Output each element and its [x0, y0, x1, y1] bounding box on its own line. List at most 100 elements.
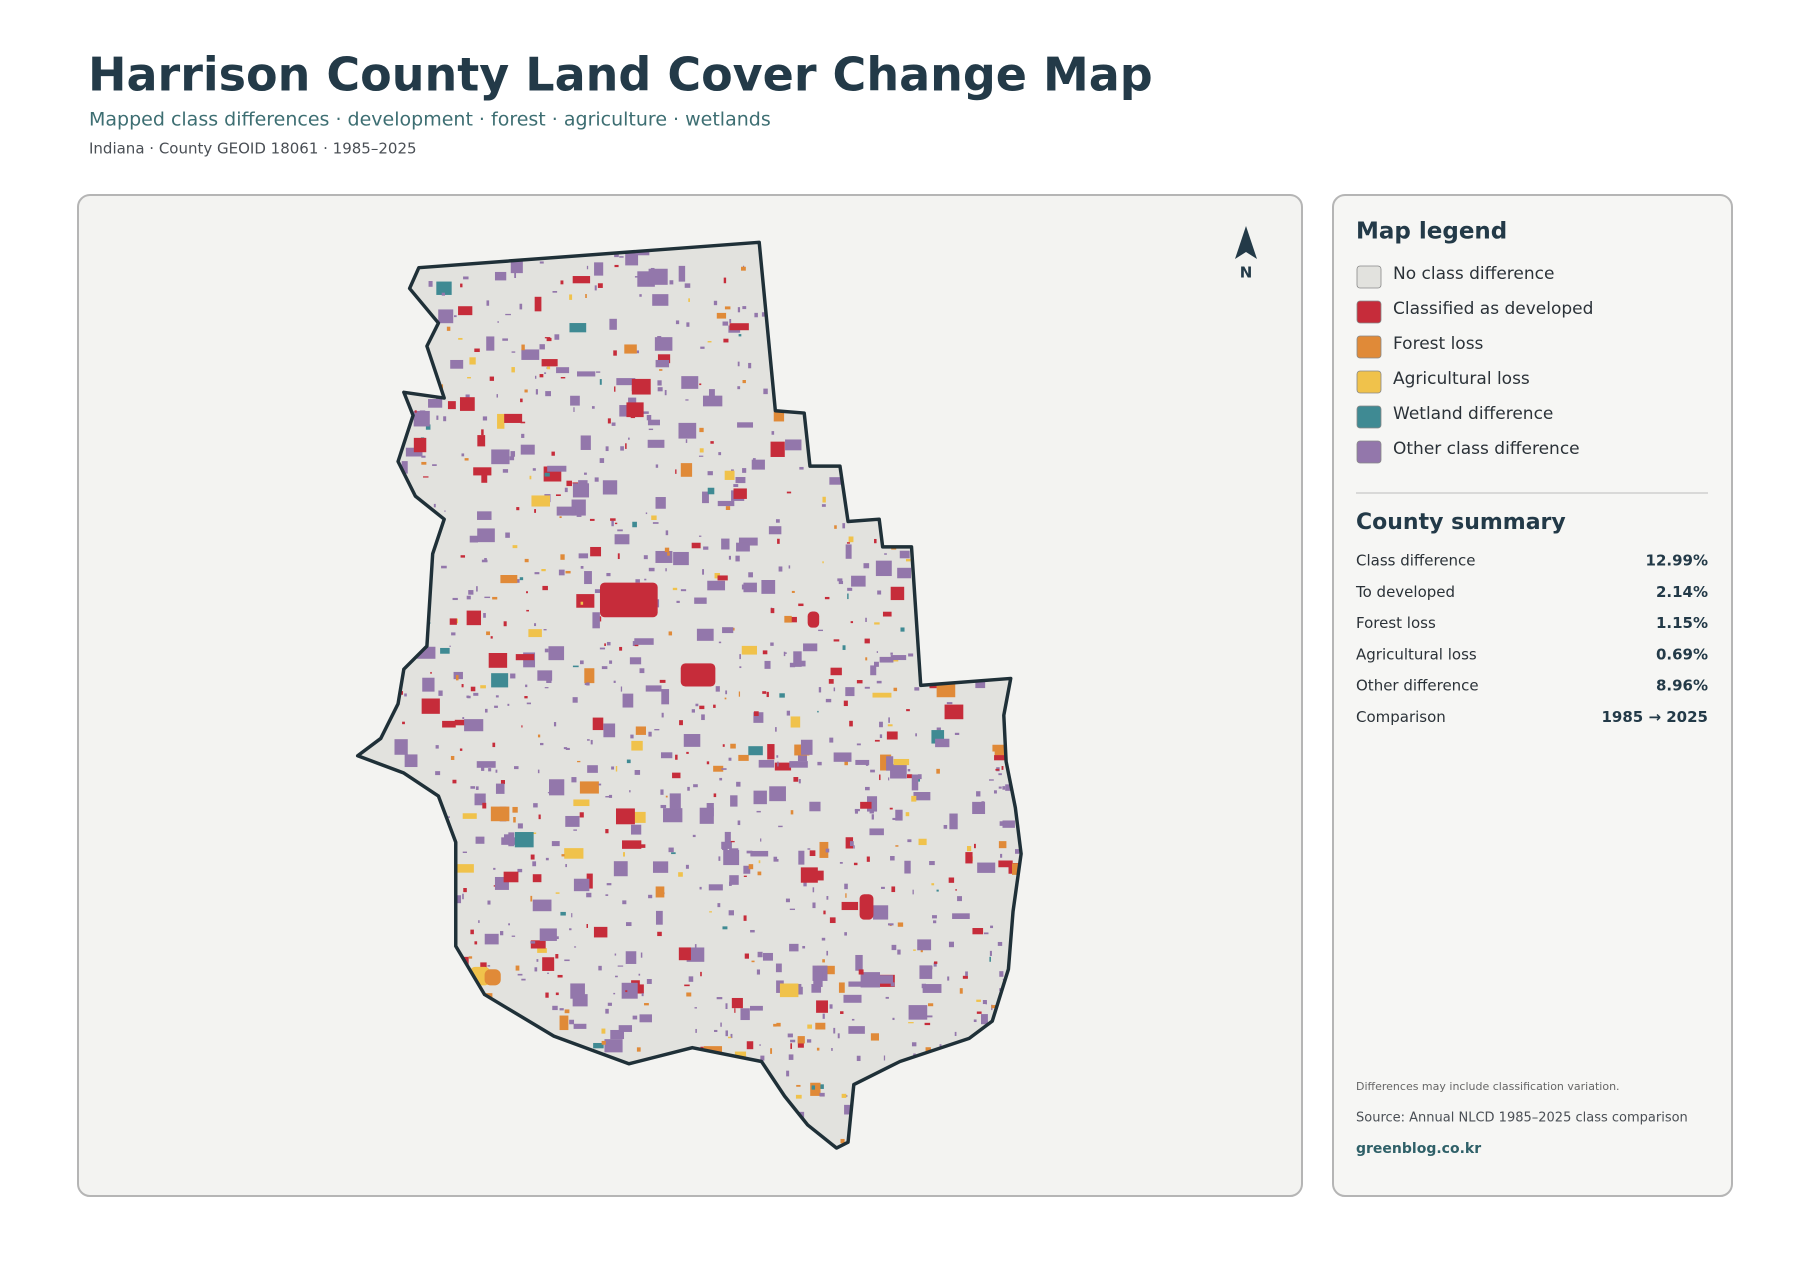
change-patch: [645, 685, 662, 692]
change-patch: [954, 1031, 957, 1036]
change-patch: [474, 941, 478, 945]
change-patch: [757, 951, 763, 958]
change-patch: [521, 344, 525, 351]
change-patch: [707, 341, 712, 343]
change-patch: [428, 281, 433, 287]
change-patch: [624, 344, 637, 354]
change-patch: [793, 651, 802, 667]
change-patch: [573, 878, 590, 892]
change-patch: [760, 1055, 765, 1061]
change-patch: [784, 652, 787, 654]
change-patch: [686, 751, 689, 754]
change-patch: [655, 886, 665, 898]
change-patch: [604, 1039, 623, 1053]
change-patch: [521, 349, 540, 360]
change-patch: [831, 1047, 833, 1051]
change-patch: [874, 739, 880, 742]
change-patch: [455, 675, 459, 681]
change-patch: [925, 1047, 931, 1052]
change-patch: [586, 924, 588, 928]
change-patch: [579, 812, 584, 818]
change-patch: [586, 265, 589, 270]
change-patch: [700, 346, 705, 349]
change-patch: [606, 641, 611, 646]
change-patch: [481, 765, 485, 771]
change-patch: [890, 856, 895, 861]
change-patch: [597, 283, 603, 288]
change-patch: [648, 894, 653, 899]
change-patch: [563, 747, 568, 750]
change-patch: [652, 522, 659, 524]
change-patch: [761, 312, 765, 317]
summary-label: Forest loss: [1356, 614, 1436, 632]
change-patch: [463, 276, 469, 280]
change-patch: [766, 691, 769, 698]
change-patch: [737, 820, 741, 826]
change-patch: [683, 734, 701, 747]
change-patch: [614, 386, 616, 392]
summary-label: Class difference: [1356, 552, 1476, 570]
change-patch: [843, 994, 862, 1003]
change-patch: [519, 577, 524, 581]
change-patch: [554, 334, 560, 340]
change-patch: [789, 761, 808, 768]
change-patch: [820, 1084, 824, 1089]
change-patch: [605, 894, 609, 896]
change-patch: [644, 1003, 649, 1006]
change-patch: [462, 717, 465, 720]
summary-label: Comparison: [1356, 708, 1446, 726]
change-patch: [892, 1017, 895, 1021]
change-patch: [520, 398, 523, 403]
change-patch: [573, 1023, 587, 1029]
change-patch: [908, 1005, 928, 1020]
change-patch: [462, 813, 477, 819]
change-patch: [461, 684, 464, 688]
change-patch: [423, 476, 429, 478]
change-patch: [743, 915, 747, 921]
change-patch: [502, 338, 508, 341]
change-patch: [848, 536, 854, 543]
change-patch: [661, 689, 670, 705]
change-patch: [890, 982, 895, 987]
change-patch: [699, 886, 702, 890]
change-patch: [601, 1028, 606, 1034]
change-patch: [825, 698, 832, 703]
change-patch: [531, 832, 537, 834]
change-patch: [999, 821, 1004, 826]
change-patch: [830, 667, 842, 676]
change-patch: [840, 1138, 845, 1144]
change-patch: [686, 947, 705, 962]
change-patch: [717, 575, 728, 581]
change-patch: [572, 697, 578, 703]
change-patch: [913, 792, 931, 801]
change-patch: [678, 265, 686, 282]
change-patch: [822, 1013, 825, 1019]
change-patch: [722, 926, 728, 930]
change-patch: [907, 839, 912, 843]
change-patch: [511, 935, 516, 937]
change-patch: [570, 395, 580, 406]
change-patch: [991, 1005, 996, 1009]
change-patch: [887, 923, 894, 926]
change-patch: [686, 322, 690, 327]
change-patch: [722, 627, 734, 634]
change-patch: [628, 437, 630, 440]
change-patch: [503, 621, 507, 627]
change-patch: [524, 558, 529, 563]
change-patch: [665, 568, 667, 572]
change-patch: [573, 407, 575, 412]
change-patch: [551, 841, 560, 847]
change-patch: [787, 616, 797, 623]
change-patch: [1001, 766, 1004, 770]
change-patch: [722, 744, 725, 747]
change-patch: [619, 405, 631, 417]
change-patch: [976, 999, 981, 1002]
caveat: Differences may include classification v…: [1356, 1080, 1620, 1093]
change-patch: [470, 929, 474, 935]
change-patch: [537, 948, 547, 953]
change-patch: [613, 992, 616, 995]
change-patch: [833, 687, 836, 692]
summary-value: 2.14%: [1656, 583, 1708, 601]
change-patch: [768, 526, 782, 535]
legend-swatch: [1356, 300, 1382, 324]
